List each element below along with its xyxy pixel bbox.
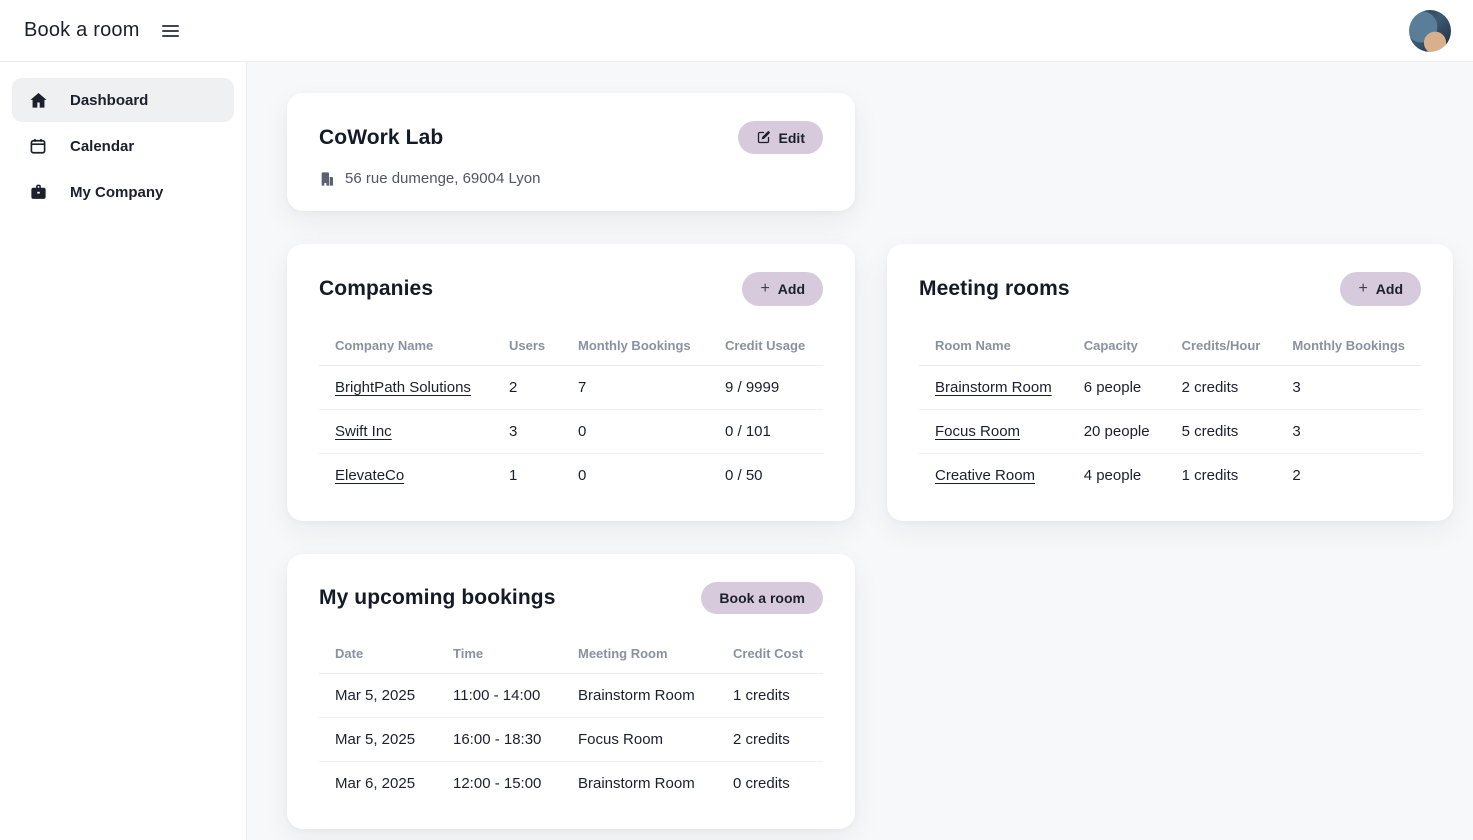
sidebar-item-calendar[interactable]: Calendar <box>12 124 234 168</box>
column-header: Company Name <box>319 328 493 366</box>
workspace-address-row: 56 rue dumenge, 69004 Lyon <box>319 170 823 187</box>
top-bar: Book a room <box>0 0 1473 62</box>
table-row: Swift Inc 3 0 0 / 101 <box>319 409 823 454</box>
company-link[interactable]: BrightPath Solutions <box>335 379 471 396</box>
main-content: CoWork Lab Edit <box>247 62 1473 840</box>
table-row: BrightPath Solutions 2 7 9 / 9999 <box>319 365 823 410</box>
sidebar-item-my-company[interactable]: My Company <box>12 170 234 214</box>
room-link[interactable]: Brainstorm Room <box>935 379 1052 396</box>
table-row: Mar 5, 2025 11:00 - 14:00 Brainstorm Roo… <box>319 673 823 718</box>
briefcase-icon <box>28 182 48 202</box>
workspace-name: CoWork Lab <box>319 125 444 149</box>
edit-workspace-button[interactable]: Edit <box>737 121 823 154</box>
sidebar-item-dashboard[interactable]: Dashboard <box>12 78 234 122</box>
calendar-icon <box>28 136 48 156</box>
table-row: Creative Room 4 people 1 credits 2 <box>935 467 1301 484</box>
column-header: Credit Usage <box>709 328 823 366</box>
meeting-rooms-card: Meeting rooms + Add Room Name Capacity C… <box>887 244 1453 521</box>
column-header: Users <box>493 328 562 366</box>
bookings-title: My upcoming bookings <box>319 586 556 609</box>
menu-icon[interactable] <box>160 23 181 39</box>
table-row: Focus Room 20 people 5 credits 3 <box>919 409 1422 454</box>
table-row: Mar 6, 2025 12:00 - 15:00 Brainstorm Roo… <box>335 775 790 792</box>
companies-card: Companies + Add Company Name Users Month… <box>287 244 855 521</box>
workspace-address: 56 rue dumenge, 69004 Lyon <box>345 170 541 187</box>
sidebar-item-label: My Company <box>70 183 164 201</box>
column-header: Monthly Bookings <box>562 328 709 366</box>
room-link[interactable]: Creative Room <box>935 467 1036 484</box>
building-icon <box>319 171 335 187</box>
column-header: Monthly Bookings <box>1276 328 1422 366</box>
column-header: Meeting Room <box>562 636 717 674</box>
column-header: Capacity <box>1067 328 1166 366</box>
table-row: Mar 5, 2025 16:00 - 18:30 Focus Room 2 c… <box>319 717 823 762</box>
column-header: Credits/Hour <box>1165 328 1277 366</box>
table-row: Brainstorm Room 6 people 2 credits 3 <box>919 365 1422 410</box>
column-header: Room Name <box>919 328 1068 366</box>
company-link[interactable]: Swift Inc <box>335 423 392 440</box>
column-header: Time <box>437 636 562 674</box>
sidebar-item-label: Dashboard <box>70 91 149 109</box>
companies-table: Company Name Users Monthly Bookings Cred… <box>319 328 823 497</box>
book-a-room-button[interactable]: Book a room <box>701 582 823 614</box>
user-avatar[interactable] <box>1409 9 1451 52</box>
workspace-card: CoWork Lab Edit <box>287 93 855 211</box>
add-room-button[interactable]: + Add <box>1340 272 1421 306</box>
column-header: Date <box>319 636 437 674</box>
sidebar: Dashboard Calendar My Company <box>0 62 247 840</box>
edit-icon <box>756 130 771 145</box>
plus-icon: + <box>760 280 770 297</box>
meeting-rooms-table: Room Name Capacity Credits/Hour Monthly … <box>919 328 1422 497</box>
column-header: Credit Cost <box>717 636 823 674</box>
add-company-button[interactable]: + Add <box>742 272 823 306</box>
companies-title: Companies <box>319 277 434 300</box>
table-row: ElevateCo 1 0 0 / 50 <box>335 467 763 484</box>
room-link[interactable]: Focus Room <box>935 423 1021 440</box>
meeting-rooms-title: Meeting rooms <box>919 277 1070 300</box>
bookings-table: Date Time Meeting Room Credit Cost Mar 5… <box>319 636 823 805</box>
plus-icon: + <box>1358 280 1368 297</box>
app-title: Book a room <box>24 19 140 41</box>
company-link[interactable]: ElevateCo <box>335 467 405 484</box>
sidebar-item-label: Calendar <box>70 137 135 155</box>
upcoming-bookings-card: My upcoming bookings Book a room Date Ti… <box>287 554 855 829</box>
home-icon <box>28 90 48 110</box>
